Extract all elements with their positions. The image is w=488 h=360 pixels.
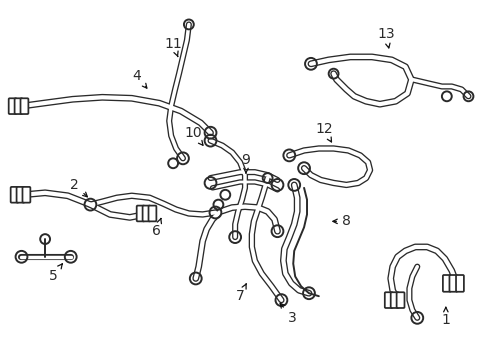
Text: 4: 4: [132, 69, 146, 88]
FancyBboxPatch shape: [148, 206, 156, 221]
FancyBboxPatch shape: [15, 98, 22, 114]
FancyBboxPatch shape: [390, 292, 398, 308]
Text: 11: 11: [164, 37, 182, 57]
Text: 3: 3: [280, 303, 296, 325]
Text: 6: 6: [152, 219, 161, 238]
Text: 12: 12: [314, 122, 332, 142]
FancyBboxPatch shape: [142, 206, 150, 221]
FancyBboxPatch shape: [396, 292, 404, 308]
Text: 9: 9: [241, 153, 250, 173]
Text: 5: 5: [48, 264, 62, 283]
Text: 8: 8: [332, 214, 350, 228]
FancyBboxPatch shape: [442, 275, 450, 292]
FancyBboxPatch shape: [137, 206, 144, 221]
Text: 10: 10: [183, 126, 203, 145]
Text: 2: 2: [70, 178, 87, 197]
FancyBboxPatch shape: [11, 187, 19, 203]
FancyBboxPatch shape: [22, 187, 30, 203]
FancyBboxPatch shape: [455, 275, 463, 292]
FancyBboxPatch shape: [9, 98, 17, 114]
Text: 13: 13: [376, 27, 394, 48]
FancyBboxPatch shape: [448, 275, 456, 292]
FancyBboxPatch shape: [20, 98, 28, 114]
FancyBboxPatch shape: [17, 187, 24, 203]
Text: 1: 1: [441, 307, 449, 327]
Text: 7: 7: [235, 284, 246, 303]
FancyBboxPatch shape: [384, 292, 392, 308]
